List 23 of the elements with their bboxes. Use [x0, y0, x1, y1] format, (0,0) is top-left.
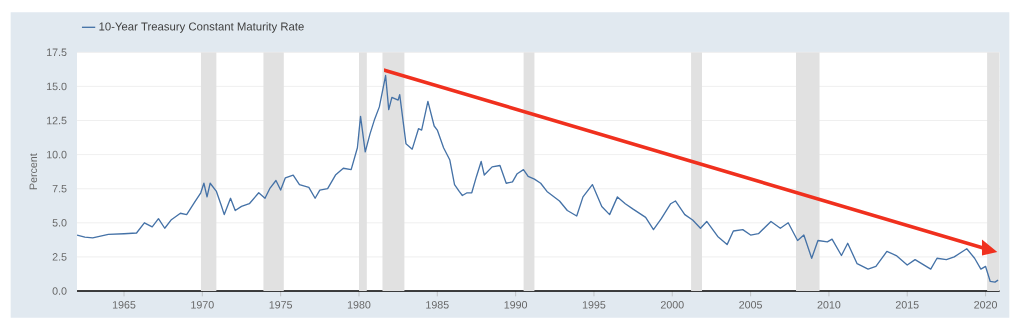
- x-tick-label: 1990: [504, 301, 528, 309]
- y-tick-label: 2.5: [52, 253, 67, 261]
- legend-label: 10-Year Treasury Constant Maturity Rate: [99, 22, 304, 33]
- x-tick-label: 1975: [269, 301, 293, 309]
- x-tick-label: 1965: [112, 301, 136, 309]
- x-tick-label: 1970: [191, 301, 214, 309]
- y-tick-label: 15.0: [47, 82, 67, 91]
- x-tick-label: 2000: [660, 301, 684, 309]
- y-tick-label: 17.5: [47, 48, 67, 57]
- line-series: [77, 74, 999, 283]
- x-tick-label: 1995: [582, 301, 606, 309]
- y-tick-label: 10.0: [47, 150, 67, 159]
- x-tick-label: 2020: [974, 301, 998, 309]
- y-tick-label: 0.0: [52, 287, 67, 295]
- x-tick-label: 1980: [347, 301, 371, 309]
- y-tick-label: 12.5: [47, 116, 67, 125]
- x-tick-label: 2015: [895, 301, 919, 309]
- x-tick-label: 1985: [426, 301, 449, 309]
- x-tick-label: 2005: [739, 301, 762, 309]
- y-axis-title: Percent: [29, 153, 38, 190]
- y-tick-label: 5.0: [52, 219, 67, 227]
- y-tick-label: 7.5: [52, 184, 67, 193]
- x-tick-label: 2010: [817, 301, 841, 309]
